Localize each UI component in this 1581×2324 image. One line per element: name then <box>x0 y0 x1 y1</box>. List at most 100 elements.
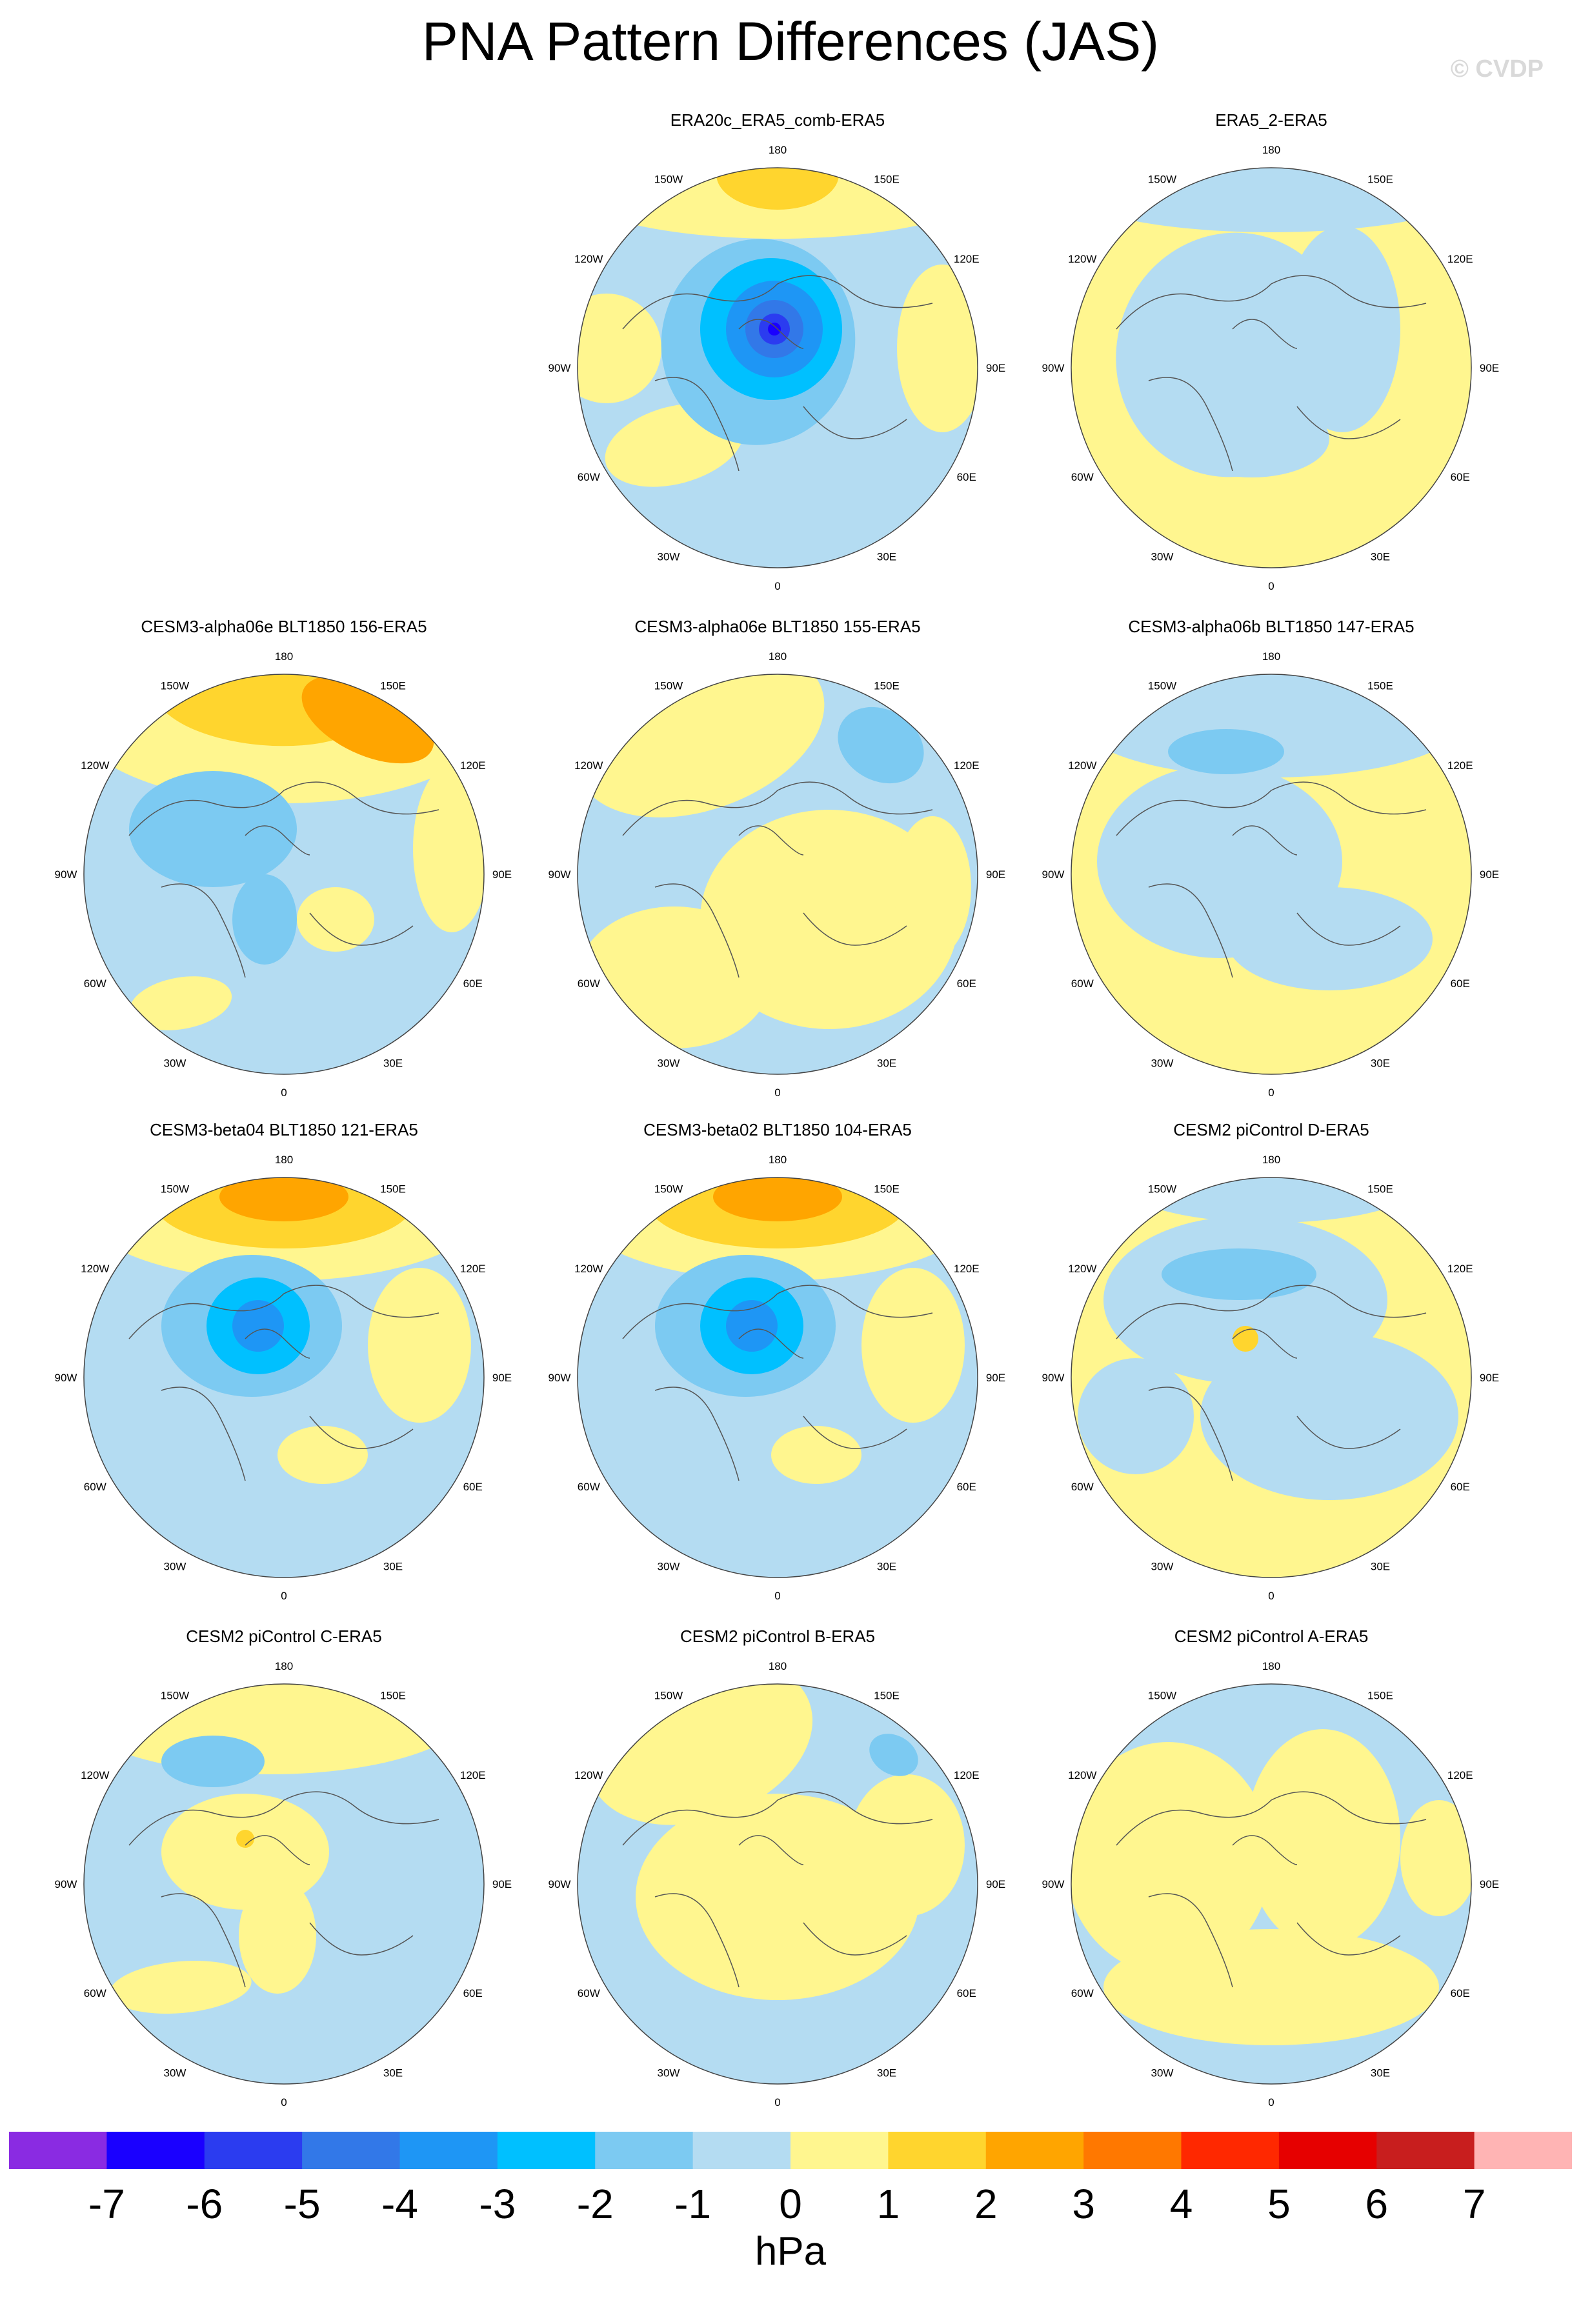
contour-region <box>726 1300 778 1352</box>
coastline <box>622 1285 933 1481</box>
polar-map: 180 150E 120E 90E 60E 30E 0 30W 60W 90W 120W 150W <box>55 1154 512 1602</box>
longitude-label: 90E <box>492 1878 512 1890</box>
colorbar-tick: 7 <box>1462 2181 1486 2227</box>
coastline <box>128 1285 439 1481</box>
colorbar-segment <box>595 2132 694 2169</box>
colorbar-tick: 3 <box>1072 2181 1095 2227</box>
colorbar <box>9 2132 1572 2169</box>
watermark: © CVDP <box>1450 55 1544 83</box>
longitude-label: 180 <box>275 650 293 663</box>
longitude-label: 180 <box>769 1660 787 1672</box>
map-panel: CESM3-beta04 BLT1850 121-ERA5 180 150E 120E… <box>52 1119 516 1616</box>
polar-map: 180 150E 120E 90E 60E 30E 0 30W 60W 90W 120W 150W <box>549 144 1006 592</box>
longitude-label: 150E <box>380 1183 406 1195</box>
longitude-label: 150E <box>1367 1689 1393 1701</box>
contour-region <box>861 1268 965 1423</box>
longitude-label: 0 <box>774 2096 780 2109</box>
longitude-label: 90E <box>986 868 1005 881</box>
colorbar-segment <box>1083 2132 1182 2169</box>
longitude-label: 60W <box>84 1481 106 1493</box>
contour-region <box>1400 1800 1471 1916</box>
coastline <box>1116 781 1427 978</box>
longitude-label: 30W <box>1151 2067 1174 2079</box>
colorbar-segment <box>692 2132 791 2169</box>
map-panel: CESM3-alpha06e BLT1850 155-ERA5 180 150E 12… <box>545 616 1010 1113</box>
longitude-label: 90W <box>549 1878 571 1890</box>
longitude-label: 120W <box>574 1769 603 1781</box>
colorbar-segment <box>204 2132 303 2169</box>
longitude-label: 150E <box>874 1689 900 1701</box>
contour-region <box>239 1878 316 1994</box>
longitude-label: 120E <box>954 759 980 772</box>
longitude-label: 30E <box>1371 2067 1390 2079</box>
longitude-label: 150E <box>1367 1183 1393 1195</box>
longitude-label: 30E <box>877 1057 896 1070</box>
panel-title: CESM2 piControl B-ERA5 <box>680 1627 875 1646</box>
longitude-label: 60E <box>1451 1987 1470 1999</box>
longitude-label: 90W <box>1042 1878 1065 1890</box>
map-border <box>83 1177 485 1578</box>
map-panel: CESM2 piControl D-ERA5 180 150E 120E 90E 60E 3… <box>1039 1119 1504 1616</box>
longitude-label: 90W <box>1042 362 1065 374</box>
polar-map: 180 150E 120E 90E 60E 30E 0 30W 60W 90W 120W 150W <box>549 1154 1006 1602</box>
colorbar-tick: -7 <box>88 2181 125 2227</box>
figure-title: PNA Pattern Differences (JAS) <box>421 11 1160 72</box>
longitude-label: 120E <box>1447 253 1473 265</box>
longitude-label: 30E <box>1371 551 1390 563</box>
polar-map: 180 150E 120E 90E 60E 30E 0 30W 60W 90W 120W 150W <box>55 1660 512 2109</box>
longitude-label: 180 <box>1262 1660 1280 1672</box>
contour-region <box>236 1830 254 1848</box>
longitude-label: 120W <box>1068 1769 1096 1781</box>
longitude-label: 90E <box>1480 1372 1499 1384</box>
colorbar-tick: 5 <box>1267 2181 1291 2227</box>
empty-panel <box>52 110 516 606</box>
contour-region <box>1200 1332 1458 1500</box>
longitude-label: 0 <box>281 1590 287 1602</box>
longitude-label: 180 <box>275 1660 293 1672</box>
colorbar-tick: -4 <box>381 2181 418 2227</box>
colorbar-unit: hPa <box>754 2229 827 2274</box>
longitude-label: 0 <box>774 580 780 592</box>
colorbar-tick-labels: -7 -6 -5 -4 -3 -2 -1 0 1 2 3 4 5 6 7 <box>0 2178 1581 2230</box>
contour-region <box>849 1774 965 1916</box>
longitude-label: 180 <box>1262 144 1280 156</box>
longitude-label: 60W <box>1071 471 1094 483</box>
map-border <box>1071 1177 1472 1578</box>
map-border <box>577 1683 978 2085</box>
longitude-label: 60W <box>84 977 106 990</box>
polar-map: 180 150E 120E 90E 60E 30E 0 30W 60W 90W 120W 150W <box>55 650 512 1099</box>
map-border <box>577 674 978 1075</box>
contour-region <box>1168 729 1284 774</box>
coastline <box>622 781 933 978</box>
longitude-label: 60E <box>463 1987 483 1999</box>
longitude-label: 150E <box>1367 679 1393 692</box>
colorbar-segment <box>1278 2132 1377 2169</box>
panel-title: CESM3-beta04 BLT1850 121-ERA5 <box>150 1120 418 1139</box>
longitude-label: 30E <box>1371 1057 1390 1070</box>
colorbar-tick: 1 <box>876 2181 900 2227</box>
colorbar-segment <box>1474 2132 1572 2169</box>
contour-region <box>1123 1177 1420 1223</box>
longitude-label: 30W <box>164 1057 186 1070</box>
map-panel: ERA20c_ERA5_comb-ERA5 180 150E 120E 90E 60E 30… <box>545 110 1010 606</box>
longitude-label: 60W <box>578 1987 600 1999</box>
contour-region <box>110 1961 252 2014</box>
longitude-label: 0 <box>774 1590 780 1602</box>
coastline <box>1116 1791 1427 1988</box>
contour-region <box>1174 400 1329 477</box>
longitude-label: 60E <box>463 1481 483 1493</box>
longitude-label: 120E <box>1447 1263 1473 1275</box>
map-panel: CESM2 piControl A-ERA5 180 150E 120E 90E 60E 3… <box>1039 1626 1504 2123</box>
panel-title: CESM2 piControl A-ERA5 <box>1174 1627 1369 1646</box>
longitude-label: 90E <box>492 1372 512 1384</box>
contour-region <box>277 1426 368 1484</box>
contour-region <box>161 1736 265 1787</box>
longitude-label: 120E <box>460 1769 486 1781</box>
longitude-label: 30E <box>877 2067 896 2079</box>
contour-region <box>232 1300 284 1352</box>
colorbar-segment <box>497 2132 596 2169</box>
longitude-label: 150W <box>654 1183 683 1195</box>
longitude-label: 120E <box>954 1263 980 1275</box>
longitude-label: 90W <box>549 868 571 881</box>
longitude-label: 150W <box>1148 1183 1176 1195</box>
